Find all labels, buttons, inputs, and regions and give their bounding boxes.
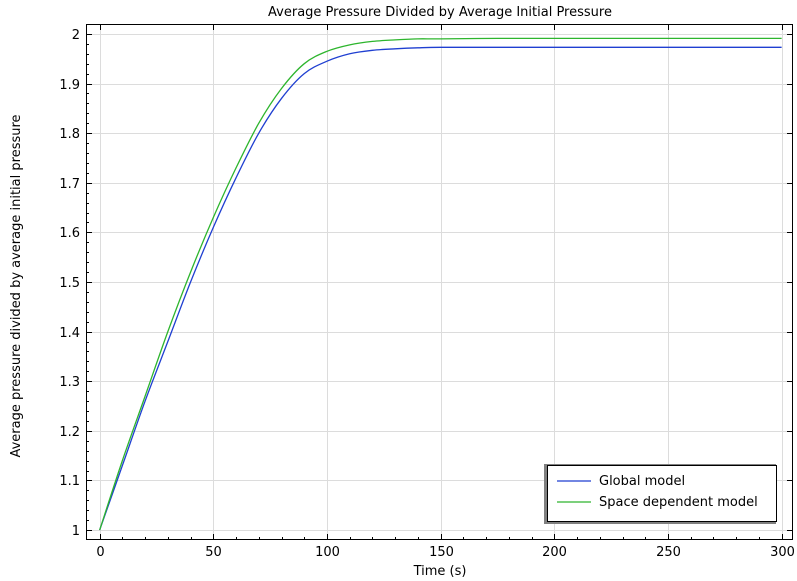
series-line-1 — [99, 37, 782, 531]
x-tick-label: 150 — [429, 545, 454, 560]
legend-label-space-dependent-model: Space dependent model — [599, 495, 758, 510]
legend: Global model Space dependent model — [544, 464, 777, 524]
y-tick-label: 1 — [72, 524, 80, 539]
y-tick-label: 1.2 — [59, 425, 80, 440]
x-tick-label: 200 — [542, 545, 567, 560]
y-axis-label: Average pressure divided by average init… — [9, 114, 24, 457]
grid — [86, 24, 793, 540]
x-axis-label: Time (s) — [413, 564, 467, 579]
x-tick-label: 250 — [656, 545, 681, 560]
y-tick-label: 1.8 — [59, 127, 80, 142]
legend-label-global-model: Global model — [599, 474, 685, 489]
y-tick-label: 1.9 — [59, 78, 80, 93]
y-tick-label: 1.3 — [59, 375, 80, 390]
y-tick-label: 1.7 — [59, 177, 80, 192]
y-axis: 1 1.1 1.2 1.3 1.4 1.5 1.6 1.7 1.8 1.9 2 — [59, 28, 793, 539]
x-tick-label: 300 — [770, 545, 795, 560]
legend-box — [547, 465, 777, 522]
y-tick-label: 1.5 — [59, 276, 80, 291]
x-tick-label: 100 — [315, 545, 340, 560]
y-tick-label: 1.4 — [59, 326, 80, 341]
y-tick-label: 2 — [72, 28, 80, 43]
x-axis: 0 50 100 150 200 250 300 — [96, 24, 795, 560]
series-lines — [99, 37, 782, 531]
x-tick-label: 50 — [205, 545, 222, 560]
chart-title: Average Pressure Divided by Average Init… — [268, 5, 612, 20]
y-tick-label: 1.1 — [59, 474, 80, 489]
y-tick-label: 1.6 — [59, 226, 80, 241]
series-line-0 — [99, 46, 782, 531]
x-tick-label: 0 — [96, 545, 104, 560]
